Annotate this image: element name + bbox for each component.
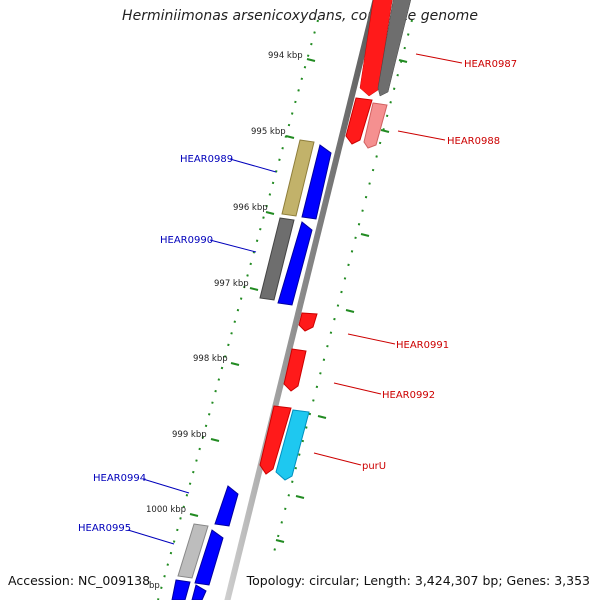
ruler-label-995: 995 kbp <box>251 127 286 137</box>
cds-hear0989-olive <box>281 139 315 217</box>
ruler-label-994: 994 kbp <box>268 51 303 61</box>
gene-label-purU[interactable]: purU <box>362 461 386 472</box>
forward-features <box>259 0 412 481</box>
genome-summary-text: Topology: circular; Length: 3,424,307 bp… <box>246 573 590 588</box>
forward-label-leaders <box>313 53 463 466</box>
cds-hear0987-red <box>359 0 393 97</box>
accession-text: Accession: NC_009138 <box>8 573 151 588</box>
gene-label-hear0988[interactable]: HEAR0988 <box>447 136 500 147</box>
ruler-major-ticks <box>189 58 408 543</box>
cds-hear0989-blue <box>301 144 332 220</box>
ruler-label-997: 997 kbp <box>214 279 249 289</box>
gene-label-hear0995[interactable]: HEAR0995 <box>78 523 131 534</box>
gene-label-hear0991[interactable]: HEAR0991 <box>396 340 449 351</box>
cds-hear0988-pink <box>363 102 388 149</box>
reverse-label-leaders <box>127 158 277 545</box>
cds-hear0992 <box>283 348 307 392</box>
gene-label-hear0989[interactable]: HEAR0989 <box>180 154 233 165</box>
cds-hear0988-red <box>345 97 373 145</box>
cds-hear0995-gray <box>177 523 209 579</box>
gene-label-hear0990[interactable]: HEAR0990 <box>160 235 213 246</box>
gene-label-hear0994[interactable]: HEAR0994 <box>93 473 146 484</box>
ruler-label-998: 998 kbp <box>193 354 228 364</box>
reverse-features <box>171 139 332 600</box>
ruler-label-999: 999 kbp <box>172 430 207 440</box>
cds-hear0990-gray <box>259 217 295 301</box>
gene-label-hear0987[interactable]: HEAR0987 <box>464 59 517 70</box>
cds-hear0990-blue <box>277 221 313 306</box>
ruler-label-partial: bp <box>149 581 160 591</box>
ruler-track-outer <box>157 19 319 600</box>
cds-hear0993 <box>259 405 292 475</box>
ruler-label-1000: 1000 kbp <box>146 505 186 515</box>
cds-hear0995-blue <box>194 529 224 586</box>
cds-bottom-blue-b <box>191 584 207 600</box>
cds-hear0987-gray <box>377 0 412 97</box>
ruler-label-996: 996 kbp <box>233 203 268 213</box>
cds-purU <box>275 409 310 481</box>
cds-hear0994 <box>214 485 239 527</box>
gene-label-hear0992[interactable]: HEAR0992 <box>382 390 435 401</box>
cds-hear0991 <box>298 312 318 332</box>
cds-bottom-blue-a <box>171 579 191 600</box>
genome-backbone <box>224 0 379 600</box>
